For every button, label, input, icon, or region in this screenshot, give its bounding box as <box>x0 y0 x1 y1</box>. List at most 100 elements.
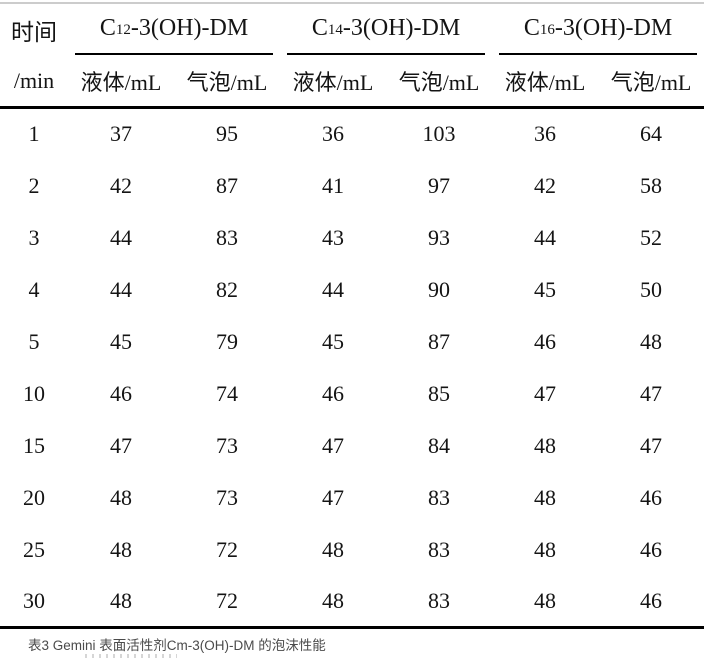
data-value-cell: 83 <box>428 484 451 510</box>
data-value-cell: 45 <box>110 328 132 354</box>
data-value-cell: 36 <box>534 121 557 147</box>
data-value-cell: 73 <box>216 432 238 458</box>
subheader-liquid-c12: 液体/mL <box>68 56 174 109</box>
data-value-cell: 48 <box>534 432 557 458</box>
data-value-cell: 87 <box>216 172 238 198</box>
data-value-cell: 48 <box>110 536 132 562</box>
time-value-cell: 2 <box>28 172 40 198</box>
time-value-cell: 25 <box>23 536 45 562</box>
data-value-cell: 46 <box>534 328 557 354</box>
data-value-cell: 64 <box>640 121 663 147</box>
data-value-cell: 93 <box>428 224 451 250</box>
time-value-cell: 1 <box>28 121 40 147</box>
data-value-cell: 47 <box>640 380 663 406</box>
data-value-cell: 44 <box>322 276 345 302</box>
time-value-cell: 30 <box>0 575 68 629</box>
header-row-subcolumns: 液体/mL 气泡/mL 液体/mL 气泡/mL 液体/mL 气泡/mL <box>0 56 704 109</box>
data-value-cell: 83 <box>428 536 451 562</box>
table-caption: 表3 Gemini 表面活性剂Cm-3(OH)-DM 的泡沫性能 <box>28 638 326 653</box>
data-value-cell: 46 <box>598 575 704 629</box>
time-header-line1: 时间 <box>11 19 57 45</box>
data-value-cell: 84 <box>428 432 451 458</box>
data-value-cell: 48 <box>280 575 387 629</box>
time-header-line2: /min <box>13 67 55 93</box>
table-row: 5 45 79 45 87 46 48 <box>0 316 704 368</box>
data-value-cell: 85 <box>428 380 451 406</box>
group-label-suffix: -3(OH)-DM <box>554 15 673 41</box>
clipped-text-remnant <box>85 654 177 658</box>
group-label-prefix: C <box>99 15 116 41</box>
data-value-cell: 47 <box>322 484 345 510</box>
data-value-cell: 46 <box>322 380 345 406</box>
data-value-cell: 41 <box>322 172 345 198</box>
header-row-groups: 时间 /min C 12 -3(OH)-DM C 14 -3(OH)-DM C 16 -3(… <box>0 4 704 109</box>
data-value-cell: 82 <box>216 276 238 302</box>
group-label-subscript: 14 <box>327 22 343 38</box>
data-value-cell: 48 <box>640 328 663 354</box>
data-value-cell: 72 <box>174 575 281 629</box>
data-value-cell: 44 <box>110 276 132 302</box>
data-value-cell: 48 <box>110 484 132 510</box>
time-value-cell: 15 <box>23 432 45 458</box>
table-row: 30 48 72 48 83 48 46 <box>0 575 704 629</box>
data-value-cell: 83 <box>216 224 238 250</box>
data-value-cell: 90 <box>428 276 451 302</box>
data-value-cell: 37 <box>110 121 132 147</box>
subheader-bubble-c14: 气泡/mL <box>386 56 493 109</box>
foam-performance-table: 时间 /min C 12 -3(OH)-DM C 14 -3(OH)-DM C 16 -3(… <box>0 4 704 629</box>
group-header-c14: C 14 -3(OH)-DM <box>280 4 492 57</box>
data-value-cell: 47 <box>110 432 132 458</box>
subheader-bubble-c12: 气泡/mL <box>174 56 281 109</box>
table-row: 20 48 73 47 83 48 46 <box>0 472 704 524</box>
group-header-c12: C 12 -3(OH)-DM <box>68 4 280 57</box>
data-value-cell: 44 <box>534 224 557 250</box>
data-value-cell: 36 <box>322 121 345 147</box>
subheader-bubble-c16: 气泡/mL <box>598 56 704 109</box>
group-label-suffix: -3(OH)-DM <box>130 15 249 41</box>
data-value-cell: 42 <box>110 172 132 198</box>
table-row: 3 44 83 43 93 44 52 <box>0 212 704 264</box>
time-value-cell: 4 <box>28 276 40 302</box>
data-value-cell: 103 <box>422 121 456 147</box>
table-wrap: 时间 /min C 12 -3(OH)-DM C 14 -3(OH)-DM C 16 -3(… <box>0 4 704 629</box>
data-value-cell: 44 <box>110 224 132 250</box>
data-value-cell: 42 <box>534 172 557 198</box>
group-label-subscript: 16 <box>539 22 555 38</box>
data-value-cell: 46 <box>110 380 132 406</box>
group-label-prefix: C <box>311 15 328 41</box>
data-value-cell: 79 <box>216 328 238 354</box>
data-value-cell: 48 <box>534 484 557 510</box>
data-value-cell: 48 <box>534 536 557 562</box>
data-value-cell: 74 <box>216 380 238 406</box>
subheader-liquid-c16: 液体/mL <box>492 56 599 109</box>
data-value-cell: 46 <box>640 484 663 510</box>
data-value-cell: 48 <box>492 575 599 629</box>
time-value-cell: 20 <box>23 484 45 510</box>
data-value-cell: 52 <box>640 224 663 250</box>
table-row: 2 42 87 41 97 42 58 <box>0 160 704 212</box>
data-value-cell: 47 <box>322 432 345 458</box>
table-row: 1 37 95 36 103 36 64 <box>0 108 704 160</box>
data-value-cell: 48 <box>68 575 174 629</box>
data-value-cell: 46 <box>640 536 663 562</box>
time-column-header: 时间 /min <box>0 4 68 109</box>
group-header-c16: C 16 -3(OH)-DM <box>492 4 704 57</box>
time-value-cell: 10 <box>23 380 45 406</box>
table-row: 15 47 73 47 84 48 47 <box>0 420 704 472</box>
table-body: 1 37 95 36 103 36 64 2 42 87 41 97 42 58 3 44 83 43 93 44 52… <box>0 108 704 629</box>
data-value-cell: 83 <box>386 575 493 629</box>
group-label-subscript: 12 <box>115 22 131 38</box>
subheader-liquid-c14: 液体/mL <box>280 56 387 109</box>
data-value-cell: 97 <box>428 172 451 198</box>
data-value-cell: 58 <box>640 172 663 198</box>
group-label-suffix: -3(OH)-DM <box>342 15 461 41</box>
data-value-cell: 73 <box>216 484 238 510</box>
data-value-cell: 50 <box>640 276 663 302</box>
data-value-cell: 48 <box>322 536 345 562</box>
data-value-cell: 43 <box>322 224 345 250</box>
data-value-cell: 72 <box>216 536 238 562</box>
table-row: 25 48 72 48 83 48 46 <box>0 524 704 576</box>
time-value-cell: 5 <box>28 328 40 354</box>
table-row: 10 46 74 46 85 47 47 <box>0 368 704 420</box>
